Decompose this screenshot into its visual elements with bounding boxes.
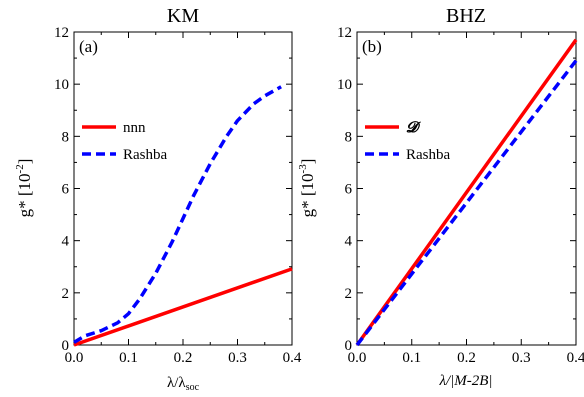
y-tick-label-bhz: 12 [337, 25, 352, 41]
series-line-solid-bhz [355, 38, 578, 347]
y-tick-label-km: 4 [62, 234, 70, 250]
legend-label-bhz: 𝓓 [406, 120, 421, 136]
series-bhz [355, 38, 578, 347]
y-axis-label-km: g* [10-2] [14, 159, 34, 218]
legend-label-km: Rashba [123, 147, 168, 163]
y-tick-label-km: 8 [62, 129, 70, 145]
series-line-dashed-km [73, 85, 282, 344]
y-axis-label-km-sup: -2 [14, 164, 26, 173]
x-tick-label-km: 0.2 [174, 350, 193, 366]
y-axis-label-bhz-end: ] [298, 159, 317, 165]
series-line-solid-km [73, 267, 293, 347]
x-tick-label-km: 0.0 [65, 350, 84, 366]
y-tick-label-bhz: 2 [345, 286, 353, 302]
y-tick-label-km: 0 [62, 338, 70, 354]
y-tick-label-km: 6 [62, 182, 70, 198]
legend-label-km: nnn [123, 120, 146, 136]
panel-bhz: BHZ (b) λ/|M-2B| g* [10-3] 0.0 0.1 0.2 0.3 0… [297, 5, 584, 389]
x-tick-label-bhz: 0.1 [402, 350, 421, 366]
x-axis-label-km: λ/λsoc [167, 375, 200, 393]
chart-title-bhz: BHZ [446, 5, 486, 27]
y-axis-label-km-end: ] [15, 159, 34, 165]
panel-km: KM (a) λ/λsoc g* [10-2] 0.0 0.1 0.2 0.3 0.40… [14, 5, 302, 393]
x-tick-label-km: 0.4 [283, 350, 302, 366]
series-km [73, 85, 293, 347]
x-tick-label-bhz: 0.0 [348, 350, 367, 366]
y-axis-label-km-main: g* [10 [15, 173, 34, 217]
x-tick-label-bhz: 0.3 [512, 350, 531, 366]
y-tick-label-bhz: 10 [337, 77, 352, 93]
legend-label-bhz: Rashba [406, 147, 451, 163]
x-tick-label-bhz: 0.4 [567, 350, 584, 366]
y-tick-label-km: 12 [54, 25, 69, 41]
legend-bhz: 𝓓 Rashba [365, 120, 451, 163]
y-tick-label-bhz: 8 [345, 129, 353, 145]
x-axis-label-km-main: λ/λ [167, 375, 186, 391]
y-tick-label-km: 2 [62, 286, 70, 302]
x-axis-label-km-sub: soc [186, 382, 200, 393]
y-axis-label-bhz-main: g* [10 [298, 173, 317, 217]
ticks-km: 0.0 0.1 0.2 0.3 0.4 0 2 4 6 8 10 12 [54, 25, 302, 366]
x-axis-label-bhz: λ/|M-2B| [438, 373, 492, 389]
series-line-dashed-bhz [355, 59, 578, 347]
panel-label-b: (b) [362, 37, 382, 56]
legend-km: nnn Rashba [82, 120, 168, 163]
y-axis-label-bhz-sup: -3 [297, 164, 309, 174]
plot-frame-km [73, 31, 293, 346]
y-axis-label-bhz: g* [10-3] [297, 159, 317, 218]
x-tick-label-km: 0.1 [119, 350, 138, 366]
y-tick-label-km: 10 [54, 77, 69, 93]
x-tick-label-bhz: 0.2 [457, 350, 476, 366]
panel-label-a: (a) [79, 37, 98, 56]
y-tick-label-bhz: 4 [345, 234, 353, 250]
ticks-bhz: 0.0 0.1 0.2 0.3 0.4 0 2 4 6 8 10 12 [337, 25, 584, 366]
y-tick-label-bhz: 0 [345, 338, 353, 354]
x-tick-label-km: 0.3 [228, 350, 247, 366]
y-tick-label-bhz: 6 [345, 182, 353, 198]
chart-title-km: KM [167, 5, 199, 27]
